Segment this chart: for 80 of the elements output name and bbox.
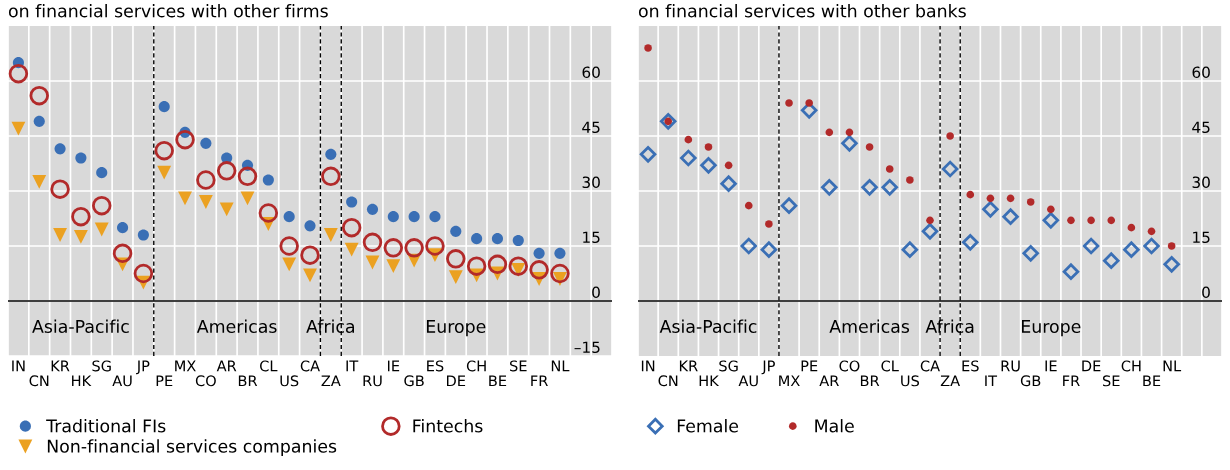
x-tick-label: RU <box>363 375 382 387</box>
x-tick-label: KR <box>679 360 698 372</box>
x-tick-label: ES <box>962 360 979 372</box>
x-tick-label: AU <box>112 375 132 387</box>
y-tick-label: 60 <box>1192 66 1210 79</box>
x-tick-label: CL <box>260 360 278 372</box>
x-tick-label: ZA <box>940 375 960 387</box>
x-tick-label: MX <box>175 360 196 372</box>
y-tick-label: 0 <box>592 286 600 299</box>
x-tick-label: BE <box>1143 375 1161 387</box>
x-tick-label: KR <box>51 360 70 372</box>
x-tick-label: BR <box>238 375 258 387</box>
annotation: Africa <box>925 319 974 333</box>
x-tick-label: IE <box>387 360 400 372</box>
x-tick-label: GB <box>1020 375 1041 387</box>
x-tick-label: AR <box>819 375 839 387</box>
x-tick-label: CL <box>881 360 899 372</box>
x-tick-label: DE <box>447 375 466 387</box>
x-tick-label: CN <box>29 375 49 387</box>
annotation: Americas <box>829 319 910 333</box>
x-tick-label: FR <box>531 375 548 387</box>
x-tick-label: US <box>280 375 299 387</box>
x-tick-label: CN <box>658 375 678 387</box>
x-tick-label: FR <box>1063 375 1080 387</box>
x-tick-label: PE <box>801 360 818 372</box>
x-tick-label: HK <box>699 375 720 387</box>
x-tick-label: NL <box>551 360 570 372</box>
annotation: Africa <box>306 319 354 333</box>
chart-title: on financial services with other firms <box>8 4 328 18</box>
annotation: Europe <box>1022 320 1081 337</box>
legend-label: Traditional FIs <box>46 419 166 433</box>
annotation: Europe <box>426 320 486 337</box>
y-tick-label: 15 <box>1193 231 1210 244</box>
legend-label: Non-financial services companies <box>47 439 337 457</box>
x-tick-label: JP <box>761 360 775 375</box>
x-tick-label: SE <box>510 360 527 372</box>
x-tick-label: RU <box>1001 360 1020 372</box>
y-tick-label: 30 <box>1192 176 1210 189</box>
x-tick-label: IN <box>641 360 655 372</box>
x-tick-label: PE <box>156 375 173 387</box>
x-tick-label: CO <box>195 375 216 387</box>
annotation: Asia-Pacific <box>659 319 757 333</box>
x-tick-label: CA <box>920 360 940 372</box>
y-tick-label: 30 <box>582 176 600 189</box>
chart-title: on financial services with other banks <box>638 4 966 18</box>
x-tick-label: CO <box>839 360 860 372</box>
x-tick-label: ES <box>427 360 444 372</box>
x-tick-label: SG <box>92 360 111 372</box>
x-tick-label: ZA <box>321 375 341 387</box>
x-tick-label: US <box>901 375 920 387</box>
x-tick-label: BE <box>489 375 507 387</box>
x-tick-label: IT <box>985 375 998 387</box>
x-tick-label: CH <box>466 360 486 372</box>
x-tick-label: SG <box>719 360 738 372</box>
x-tick-label: CH <box>1121 360 1141 372</box>
x-tick-label: BR <box>860 375 880 387</box>
x-tick-label: CA <box>300 360 320 372</box>
x-tick-label: NL <box>1163 360 1182 372</box>
x-tick-label: IE <box>1045 360 1057 372</box>
y-tick-label: 0 <box>1202 286 1210 299</box>
legend-label: Male <box>815 419 854 433</box>
x-tick-label: AU <box>738 375 758 387</box>
y-tick-label: 45 <box>582 121 600 134</box>
x-tick-label: SE <box>1102 375 1120 387</box>
y-tick-label: 60 <box>582 66 600 79</box>
x-tick-label: IT <box>346 360 359 372</box>
y-tick-label: 15 <box>583 231 600 244</box>
x-tick-label: GB <box>404 375 424 387</box>
x-tick-label: AR <box>216 360 237 372</box>
legend-label: Female <box>677 419 739 433</box>
x-tick-label: HK <box>72 375 92 387</box>
y-tick-label: –15 <box>574 341 600 354</box>
x-tick-label: DE <box>1082 360 1101 372</box>
x-tick-label: MX <box>779 375 800 387</box>
y-tick-label: 45 <box>1192 121 1210 134</box>
x-tick-label: JP <box>136 360 150 375</box>
legend-label: Fintechs <box>413 419 483 433</box>
x-tick-label: IN <box>12 360 25 372</box>
annotation: Asia-Pacific <box>32 319 129 333</box>
annotation: Americas <box>196 319 277 333</box>
